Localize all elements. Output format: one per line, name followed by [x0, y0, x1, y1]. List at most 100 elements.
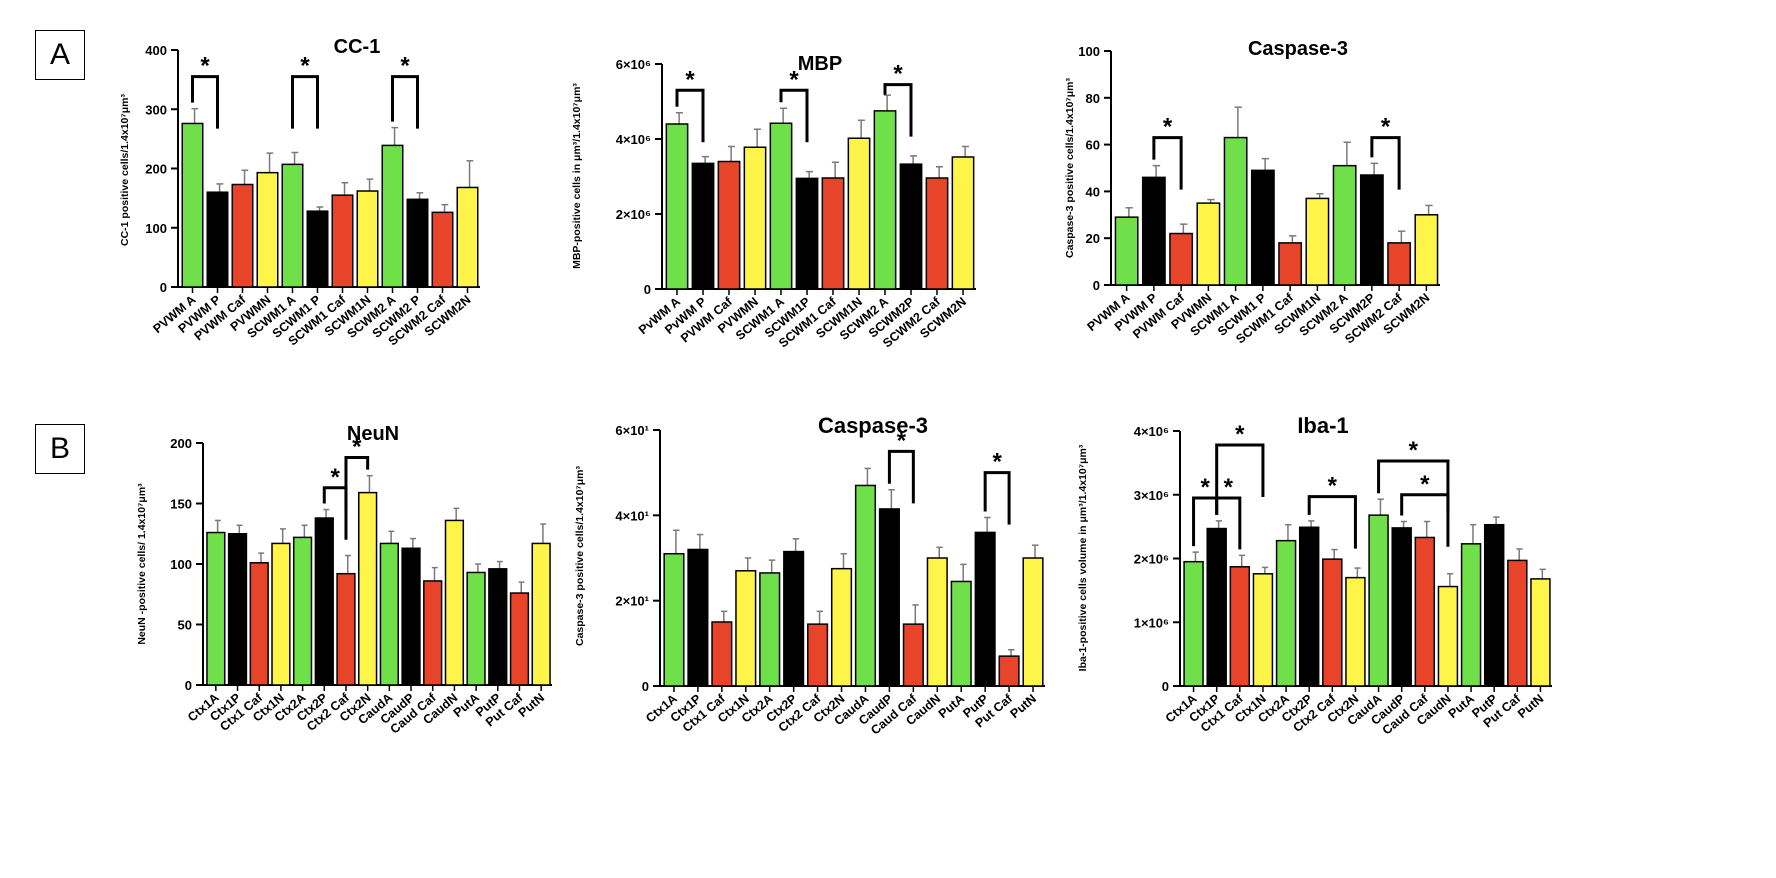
bar	[381, 144, 404, 288]
significance-bracket	[1152, 136, 1183, 190]
y-axis-label: Caspase-3 positive cells/1.4x10⁷μm³	[1064, 77, 1076, 258]
bar	[1332, 164, 1357, 286]
bar	[249, 562, 269, 686]
bar	[847, 137, 871, 290]
bar	[271, 542, 291, 686]
bar	[314, 517, 334, 686]
bar	[1229, 566, 1251, 687]
y-tick-label: 0	[642, 679, 649, 694]
bar	[783, 550, 805, 687]
bar	[691, 162, 715, 290]
chart-title: NeuN	[347, 423, 399, 445]
bar	[1368, 514, 1389, 687]
bar	[1223, 136, 1248, 286]
significance-star: *	[1409, 437, 1419, 464]
bar	[1345, 576, 1366, 687]
bar	[998, 655, 1020, 687]
bar	[281, 163, 304, 288]
bar	[306, 210, 329, 288]
bar	[1022, 557, 1044, 687]
y-tick-label: 0	[644, 282, 651, 297]
y-tick-label: 4×10⁶	[616, 132, 651, 147]
significance-bracket	[322, 486, 348, 540]
bar	[925, 177, 949, 290]
bar	[181, 122, 204, 288]
significance-bracket	[1377, 459, 1450, 513]
bar	[1252, 573, 1274, 687]
bar	[878, 508, 900, 687]
significance-bracket	[1400, 493, 1450, 547]
bar	[950, 580, 972, 687]
significance-star: *	[352, 434, 362, 461]
y-tick-label: 2×10¹	[615, 594, 649, 609]
bar	[854, 484, 877, 687]
y-tick-label: 0	[1093, 278, 1100, 293]
significance-star: *	[897, 427, 907, 454]
bar	[1391, 527, 1412, 687]
y-tick-label: 200	[170, 436, 192, 451]
y-tick-label: 6×10⁶	[616, 57, 651, 72]
bar	[358, 491, 378, 686]
significance-star: *	[789, 66, 799, 93]
significance-star: *	[1420, 471, 1430, 498]
bar	[1414, 214, 1439, 286]
significance-bracket	[887, 449, 915, 504]
significance-star: *	[685, 66, 695, 93]
bar	[509, 592, 530, 686]
bar	[356, 190, 379, 288]
significance-bracket	[391, 75, 419, 129]
significance-star: *	[400, 53, 410, 80]
y-tick-label: 1×10⁶	[1134, 615, 1169, 630]
bar	[206, 531, 226, 686]
bar	[531, 542, 551, 686]
bar	[401, 547, 421, 686]
bar	[795, 177, 819, 290]
bar	[466, 571, 486, 686]
bar	[1278, 242, 1303, 286]
bar	[807, 623, 829, 687]
significance-bracket	[344, 456, 370, 510]
y-tick-label: 0	[160, 280, 167, 295]
significance-bracket	[883, 83, 913, 137]
significance-bracket	[191, 75, 219, 129]
bar	[406, 198, 429, 288]
bar	[743, 146, 767, 290]
bar	[821, 177, 845, 290]
bar	[1169, 232, 1194, 286]
bar	[1437, 585, 1459, 687]
y-tick-label: 20	[1086, 231, 1100, 246]
y-axis-label: NeuN -positive cells/ 1.4x10⁷μm³	[136, 483, 148, 645]
y-tick-label: 4×10¹	[615, 508, 649, 523]
y-tick-label: 0	[1162, 679, 1169, 694]
y-axis-label: Caspase-3 positive cells/1.4x10⁷μm³	[574, 465, 586, 646]
y-tick-label: 6×10¹	[615, 423, 649, 438]
bar	[456, 186, 479, 288]
x-tick-label: PutN	[1515, 692, 1546, 721]
y-tick-label: 40	[1086, 184, 1100, 199]
bar	[717, 160, 741, 290]
chart-title: MBP	[798, 53, 842, 75]
chart-title: Caspase-3	[1248, 38, 1348, 60]
significance-star: *	[200, 53, 210, 80]
bar	[336, 572, 356, 686]
significance-bracket	[1370, 136, 1401, 190]
y-tick-label: 200	[145, 162, 167, 177]
bar	[974, 531, 996, 687]
bar	[1414, 536, 1436, 687]
bar	[1183, 560, 1204, 687]
y-tick-label: 300	[145, 102, 167, 117]
significance-star: *	[330, 464, 340, 491]
significance-star: *	[1328, 473, 1338, 500]
bar	[1530, 578, 1551, 687]
y-tick-label: 100	[1078, 44, 1100, 59]
significance-star: *	[893, 61, 903, 88]
significance-bracket	[1307, 495, 1357, 549]
y-tick-label: 100	[170, 557, 192, 572]
y-axis-label: Iba-1-positive cells volume in μm³/1.4x1…	[1077, 444, 1089, 671]
bar	[379, 542, 399, 686]
bar	[431, 211, 454, 288]
bar	[759, 572, 781, 687]
bar	[830, 567, 853, 687]
bar	[331, 194, 354, 288]
